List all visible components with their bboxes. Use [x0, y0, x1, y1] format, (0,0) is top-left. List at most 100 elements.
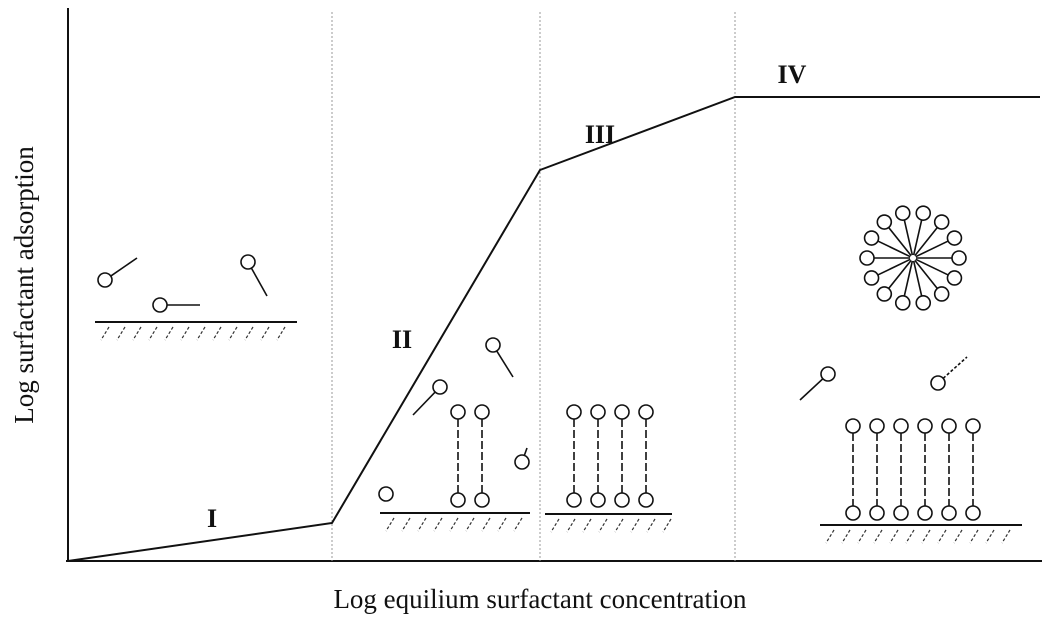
hatch: [132, 326, 142, 341]
hatch: [889, 529, 899, 544]
surfactant-illustrations: [95, 205, 1022, 544]
hatch: [841, 529, 851, 544]
head: [915, 205, 932, 221]
hatch: [550, 518, 560, 533]
hatch: [513, 517, 523, 532]
tail: [942, 356, 968, 379]
tail: [914, 259, 938, 289]
hatch: [566, 518, 576, 533]
hatch: [212, 326, 222, 341]
tail: [799, 378, 824, 401]
head: [893, 505, 909, 521]
tail: [915, 258, 949, 276]
head: [638, 492, 654, 508]
tail: [412, 391, 436, 416]
head: [893, 418, 909, 434]
head: [876, 214, 893, 230]
hatch: [953, 529, 963, 544]
head: [152, 297, 168, 313]
hatch: [985, 529, 995, 544]
head: [915, 295, 932, 311]
head: [951, 250, 967, 266]
head: [566, 492, 582, 508]
hatch: [385, 517, 395, 532]
tail: [877, 240, 911, 258]
head: [876, 286, 893, 302]
tail: [903, 219, 914, 256]
head: [869, 418, 885, 434]
hatch: [116, 326, 126, 341]
hatch: [497, 517, 507, 532]
hatch: [905, 529, 915, 544]
head: [965, 505, 981, 521]
tail: [912, 219, 923, 256]
head: [845, 505, 861, 521]
hatch: [481, 517, 491, 532]
head: [894, 295, 911, 311]
tail: [888, 227, 912, 257]
head: [946, 270, 963, 286]
hatch: [148, 326, 158, 341]
hatch: [646, 518, 656, 533]
hatch: [857, 529, 867, 544]
region-label: I: [207, 504, 217, 533]
hatch: [598, 518, 608, 533]
head: [97, 272, 113, 288]
hatch: [196, 326, 206, 341]
head: [450, 492, 466, 508]
head: [930, 375, 946, 391]
head: [614, 492, 630, 508]
hatch: [417, 517, 427, 532]
hatch: [433, 517, 443, 532]
head: [965, 418, 981, 434]
hatch: [180, 326, 190, 341]
hatch: [582, 518, 592, 533]
hatch: [244, 326, 254, 341]
tail: [250, 267, 268, 297]
hatch: [401, 517, 411, 532]
head: [614, 404, 630, 420]
head: [432, 379, 448, 395]
hatch: [921, 529, 931, 544]
head: [514, 454, 530, 470]
head: [933, 286, 950, 302]
head: [566, 404, 582, 420]
head: [869, 505, 885, 521]
head: [917, 505, 933, 521]
head: [240, 254, 256, 270]
head: [820, 366, 836, 382]
head: [450, 404, 466, 420]
hatch: [937, 529, 947, 544]
x-axis-label: Log equilium surfactant concentration: [333, 584, 747, 614]
head: [485, 337, 501, 353]
hatch: [100, 326, 110, 341]
head: [474, 404, 490, 420]
head: [378, 486, 394, 502]
head: [863, 230, 880, 246]
tail: [888, 259, 912, 289]
hatch: [276, 326, 286, 341]
head: [590, 404, 606, 420]
head: [946, 230, 963, 246]
head: [638, 404, 654, 420]
hatch: [662, 518, 672, 533]
tail: [915, 240, 949, 258]
tail: [496, 350, 514, 378]
tail: [523, 447, 528, 456]
region-label: III: [585, 120, 615, 149]
hatch: [630, 518, 640, 533]
head: [941, 418, 957, 434]
hatch: [449, 517, 459, 532]
head: [590, 492, 606, 508]
hatch: [1001, 529, 1011, 544]
head: [859, 250, 875, 266]
hatch: [465, 517, 475, 532]
region-label: II: [392, 325, 412, 354]
head: [474, 492, 490, 508]
hatch: [873, 529, 883, 544]
head: [941, 505, 957, 521]
tail: [914, 227, 938, 257]
hatch: [614, 518, 624, 533]
hatch: [228, 326, 238, 341]
